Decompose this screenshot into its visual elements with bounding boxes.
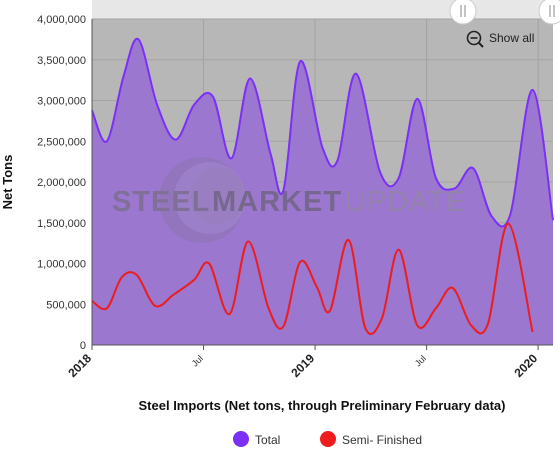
show-all-label: Show all [489,31,534,45]
legend-label-semi-finished: Semi- Finished [342,433,422,447]
x-tick-label: Jul [190,353,205,368]
y-tick-label: 0 [80,340,86,352]
watermark-logo: STEEL MARKET UPDATE [112,157,466,243]
y-tick-label: 4,000,000 [37,14,86,26]
series-semi-finished-path [91,222,534,335]
zoom-out-icon [466,30,484,48]
show-all-button[interactable]: Show all [466,30,535,48]
zoom-handle-right[interactable] [538,0,560,25]
y-axis-ticks: 0 500,000 1,000,000 1,500,000 2,000,000 2,500… [37,14,86,352]
legend-marker-total [233,431,249,447]
y-tick-label: 3,000,000 [37,96,86,108]
x-tick-label: 2020 [511,351,540,380]
series-total-area [91,37,554,345]
series-total-line [91,37,554,228]
legend-marker-semi-finished [320,431,336,447]
legend: Total Semi- Finished [233,431,422,447]
series-total-fill [92,38,553,345]
legend-label-total: Total [255,433,280,447]
y-tick-label: 1,500,000 [37,218,86,230]
x-tick-label: 2019 [288,351,317,380]
x-tick-label: Jul [413,353,428,368]
y-tick-label: 3,500,000 [37,55,86,67]
y-tick-label: 2,500,000 [37,136,86,148]
zoom-navigator[interactable] [92,0,560,19]
watermark-word-update: UPDATE [345,186,466,218]
legend-item-semi-finished[interactable]: Semi- Finished [320,431,422,447]
watermark-word-steel: STEEL [112,186,210,218]
x-axis-title: Steel Imports (Net tons, through Prelimi… [139,398,506,413]
x-tick-label: 2018 [65,351,94,380]
y-tick-label: 500,000 [46,299,86,311]
y-tick-label: 1,000,000 [37,259,86,271]
zoom-handle-left[interactable] [449,0,477,25]
watermark-word-market: MARKET [212,186,342,218]
series-semi-finished-line [91,222,534,335]
legend-item-total[interactable]: Total [233,431,280,447]
y-tick-label: 2,000,000 [37,177,86,189]
y-axis-title: Net Tons [0,155,15,210]
x-axis-ticks: 2018 Jul 2019 Jul 2020 [65,345,540,380]
